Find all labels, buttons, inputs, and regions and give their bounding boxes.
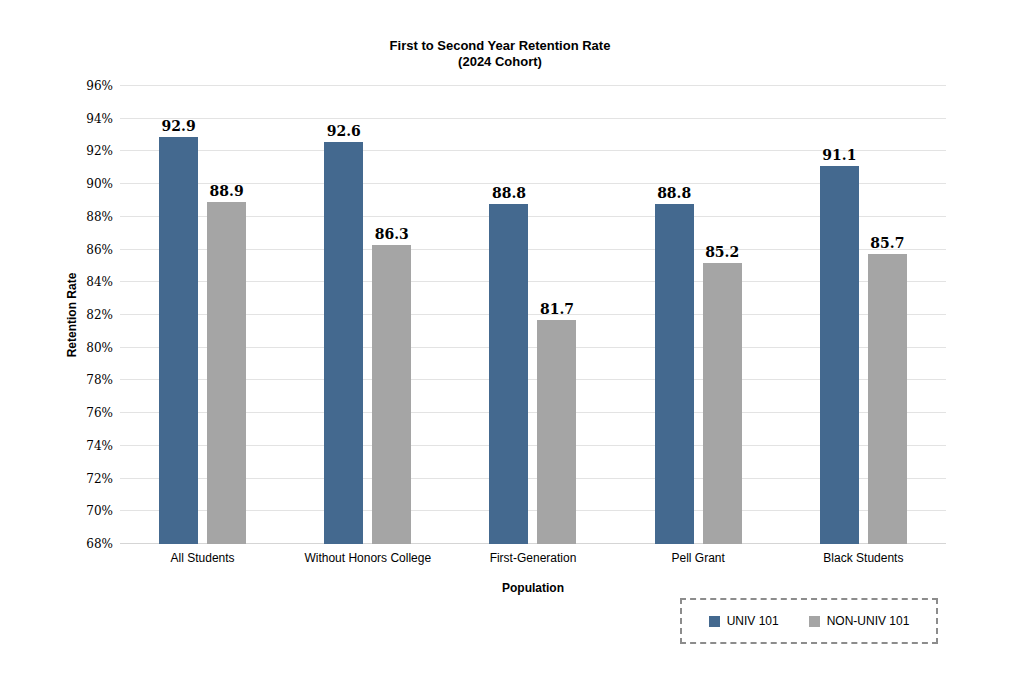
- y-tick-label: 86%: [0, 243, 113, 257]
- y-tick-label: 84%: [0, 275, 113, 289]
- y-tick-label: 76%: [0, 406, 113, 420]
- bar-univ-101: 88.8: [489, 204, 528, 544]
- bar-non-univ-101: 85.2: [703, 263, 742, 544]
- x-category-label: All Students: [120, 551, 285, 565]
- legend-label: NON-UNIV 101: [827, 614, 910, 628]
- bar-group: 88.885.2: [616, 86, 781, 544]
- bar-value-label: 85.2: [705, 244, 739, 260]
- legend-item: NON-UNIV 101: [809, 614, 910, 628]
- legend-label: UNIV 101: [727, 614, 779, 628]
- y-tick-label: 70%: [0, 504, 113, 518]
- x-category-label: Without Honors College: [285, 551, 450, 565]
- y-tick-label: 78%: [0, 373, 113, 387]
- bar-value-label: 88.8: [657, 185, 691, 201]
- bar-non-univ-101: 85.7: [868, 254, 907, 544]
- retention-rate-chart: First to Second Year Retention Rate (202…: [0, 0, 1024, 683]
- legend-swatch-icon: [809, 616, 820, 627]
- y-tick-label: 74%: [0, 439, 113, 453]
- y-tick-label: 94%: [0, 112, 113, 126]
- y-tick-label: 68%: [0, 537, 113, 551]
- bar-group: 88.881.7: [450, 86, 615, 544]
- x-category-label: First-Generation: [450, 551, 615, 565]
- bar-group: 92.988.9: [120, 86, 285, 544]
- bar-non-univ-101: 88.9: [207, 202, 246, 544]
- y-tick-label: 92%: [0, 144, 113, 158]
- bar-univ-101: 92.6: [324, 142, 363, 544]
- bar-non-univ-101: 86.3: [372, 245, 411, 544]
- bar-value-label: 91.1: [822, 147, 856, 163]
- y-tick-label: 88%: [0, 210, 113, 224]
- bar-non-univ-101: 81.7: [537, 320, 576, 544]
- x-category-label: Pell Grant: [616, 551, 781, 565]
- chart-title-block: First to Second Year Retention Rate (202…: [0, 38, 1000, 70]
- y-tick-label: 96%: [0, 79, 113, 93]
- bar-value-label: 92.9: [162, 118, 196, 134]
- chart-subtitle: (2024 Cohort): [0, 54, 1000, 70]
- bar-univ-101: 88.8: [655, 204, 694, 544]
- bar-univ-101: 92.9: [159, 137, 198, 544]
- bar-value-label: 85.7: [870, 235, 904, 251]
- x-category-label: Black Students: [781, 551, 946, 565]
- legend-swatch-icon: [709, 616, 720, 627]
- legend: UNIV 101 NON-UNIV 101: [680, 598, 938, 644]
- y-tick-label: 82%: [0, 308, 113, 322]
- bar-group: 92.686.3: [285, 86, 450, 544]
- chart-title: First to Second Year Retention Rate: [0, 38, 1000, 54]
- bar-group: 91.185.7: [781, 86, 946, 544]
- bar-value-label: 92.6: [327, 123, 361, 139]
- bar-value-label: 88.9: [210, 183, 244, 199]
- legend-item: UNIV 101: [709, 614, 779, 628]
- y-tick-label: 80%: [0, 341, 113, 355]
- y-tick-label: 90%: [0, 177, 113, 191]
- bar-value-label: 81.7: [540, 301, 574, 317]
- bar-univ-101: 91.1: [820, 166, 859, 544]
- bar-value-label: 86.3: [375, 226, 409, 242]
- y-tick-label: 72%: [0, 472, 113, 486]
- bar-value-label: 88.8: [492, 185, 526, 201]
- plot-area: 92.988.992.686.388.881.788.885.291.185.7: [120, 86, 946, 544]
- x-axis-title: Population: [120, 581, 946, 595]
